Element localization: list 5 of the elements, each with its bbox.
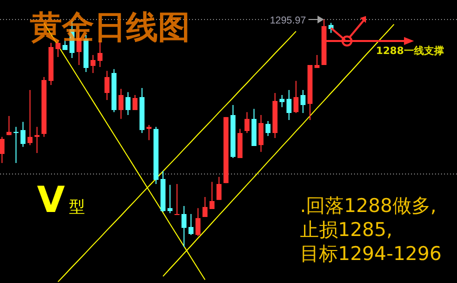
annotation: 止损1285, <box>300 219 392 241</box>
annotation: 1295.97 <box>270 16 306 26</box>
annotation: 目标1294-1296 <box>300 243 442 265</box>
annotation: 1288一线支撑 <box>376 45 444 57</box>
annotation: .回落1288做多, <box>300 195 436 217</box>
